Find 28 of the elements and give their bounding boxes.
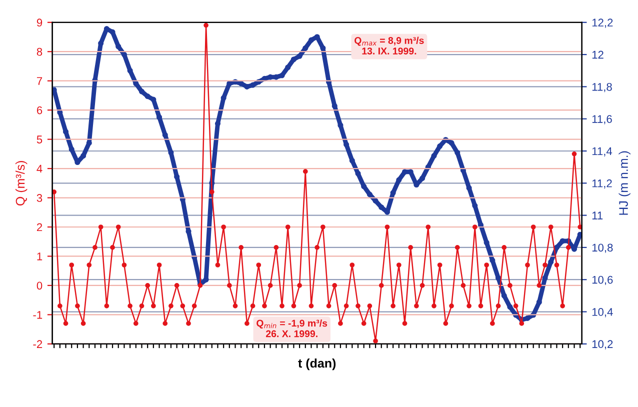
y-tick-label: 1 [37,252,42,260]
y2-tick-label: 11,8 [592,82,612,92]
y-tick-label: 4 [36,164,42,173]
y-tick-label: 9 [36,18,42,27]
y-tick-label: 0 [36,282,42,290]
y-tick-label: -1 [33,311,42,319]
y2-tick-label: 10,4 [592,308,613,318]
y-tick-label: -2 [33,340,42,348]
y2-tick-label: 10,8 [592,244,613,253]
y2-tick-label: 11 [592,212,603,220]
y2-tick-label: 10,2 [592,340,613,350]
y2-tick-label: 11,6 [592,115,612,124]
y-tick-label: 8 [36,48,42,56]
y-axis-title: Q (m³/s) [16,161,28,206]
annotation: Q$_{max}$ = 8,9 m³/s 13. IX. 1999. [354,36,424,54]
x-axis-title: t (dan) [298,358,336,370]
y2-tick-label: 11,4 [592,147,612,156]
y-tick-label: 2 [36,223,42,232]
y-tick-label: 3 [36,194,42,202]
annotation: Q$_{min}$ = -1,9 m³/s 26. X. 1999. [256,320,328,338]
y-tick-label: 6 [36,106,42,114]
y2-tick-label: 12,2 [592,18,613,28]
y2-tick-label: 10,6 [592,276,613,286]
y2-tick-label: 11,2 [592,179,612,189]
y-tick-label: 5 [36,136,42,144]
y-tick-label: 7 [36,77,42,85]
y2-tick-label: 12 [592,50,604,59]
y2-axis-title: HJ (m n.m.) [618,151,630,215]
